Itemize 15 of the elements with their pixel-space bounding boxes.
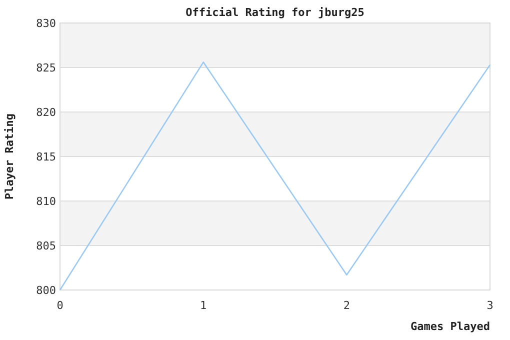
- x-tick-label: 3: [486, 299, 494, 312]
- y-tick-label: 805: [36, 239, 56, 252]
- y-tick-label: 820: [36, 106, 56, 119]
- y-axis-title: Player Rating: [3, 113, 16, 200]
- x-tick-label: 1: [200, 299, 207, 312]
- x-tick-label: 0: [56, 299, 64, 312]
- chart-title: Official Rating for jburg25: [186, 6, 364, 19]
- y-tick-label: 815: [36, 150, 56, 164]
- y-tick-label: 825: [36, 61, 56, 74]
- x-tick-label: 2: [343, 299, 350, 312]
- y-tick-label: 830: [36, 16, 56, 30]
- x-axis-title: Games Played: [410, 320, 490, 333]
- y-tick-label: 800: [36, 284, 56, 297]
- line-series: [59, 62, 491, 291]
- y-tick-label: 810: [36, 194, 56, 208]
